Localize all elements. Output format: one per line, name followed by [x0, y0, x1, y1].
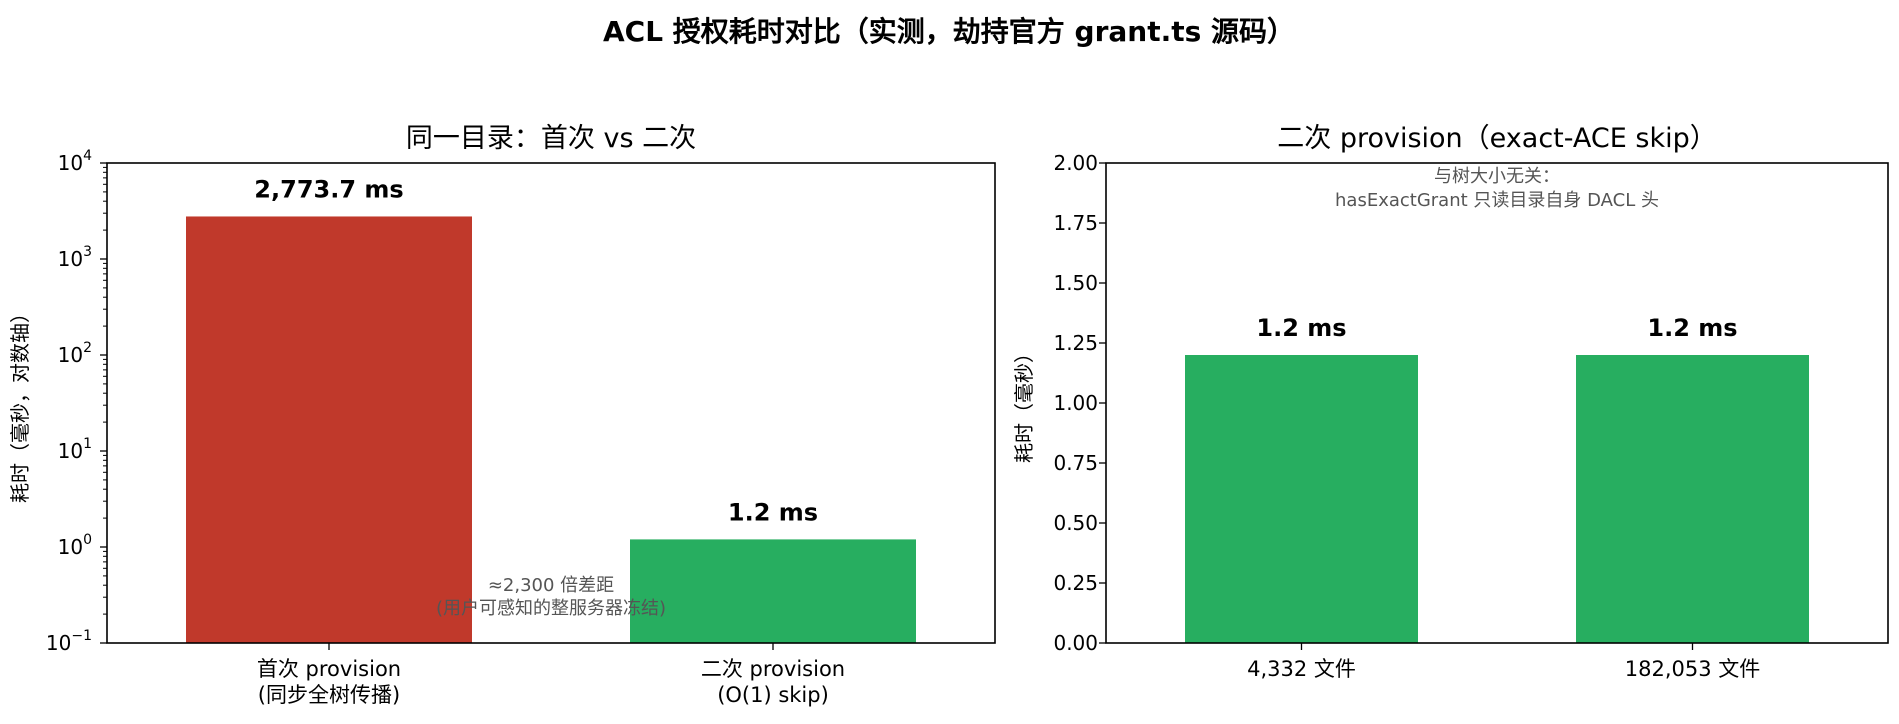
chart-annotation: hasExactGrant 只读目录自身 DACL 头 — [1335, 190, 1659, 211]
x-category-label: (O(1) skip) — [717, 683, 829, 707]
y-tick-label: 0.50 — [1053, 511, 1098, 535]
bar — [186, 216, 472, 643]
y-tick-label: 1.50 — [1053, 271, 1098, 295]
plot-frame — [1105, 162, 1889, 644]
bar — [630, 539, 916, 643]
figure-title: ACL 授权耗时对比（实测，劫持官方 grant.ts 源码） — [603, 15, 1295, 48]
bar-value-label: 2,773.7 ms — [254, 175, 403, 203]
chart-annotation: 与树大小无关： — [1434, 166, 1560, 187]
y-axis-label: 耗时（毫秒） — [1012, 343, 1036, 463]
y-tick-label: 2.00 — [1053, 151, 1098, 175]
y-tick-label: 0.75 — [1053, 451, 1098, 475]
chart-panel-2: 二次 provision（exact-ACE skip） 耗时（毫秒） 0.00 0.… — [1012, 123, 1889, 681]
bar-value-label: 1.2 ms — [1647, 314, 1737, 342]
chart-annotation: (用户可感知的整服务器冻结) — [436, 598, 666, 619]
y-tick-label: 103 — [58, 244, 92, 271]
x-category-label: 首次 provision — [257, 657, 401, 681]
y-tick-label: 10−1 — [46, 628, 92, 655]
panel-title: 二次 provision（exact-ACE skip） — [1277, 123, 1717, 154]
y-tick-label: 0.00 — [1053, 631, 1098, 655]
plot-frame — [106, 162, 996, 644]
panel-title: 同一目录：首次 vs 二次 — [406, 123, 696, 154]
y-tick-label: 1.25 — [1053, 331, 1098, 355]
bar-value-label: 1.2 ms — [1256, 314, 1346, 342]
x-category-label: 4,332 文件 — [1247, 657, 1356, 681]
x-category-label: 二次 provision — [701, 657, 845, 681]
y-tick-label: 0.25 — [1053, 571, 1098, 595]
bar — [1576, 355, 1809, 643]
bar — [1185, 355, 1418, 643]
bar-value-label: 1.2 ms — [728, 498, 818, 526]
y-tick-label: 101 — [58, 436, 92, 463]
y-axis-label: 耗时（毫秒，对数轴） — [8, 303, 32, 503]
chart-annotation: ≈2,300 倍差距 — [488, 575, 614, 596]
x-category-label: (同步全树传播) — [258, 683, 400, 707]
y-tick-label: 1.00 — [1053, 391, 1098, 415]
y-tick-label: 102 — [58, 340, 92, 367]
y-tick-label: 1.75 — [1053, 211, 1098, 235]
y-tick-label: 104 — [58, 148, 92, 175]
y-tick-label: 100 — [58, 532, 92, 559]
x-category-label: 182,053 文件 — [1625, 657, 1761, 681]
